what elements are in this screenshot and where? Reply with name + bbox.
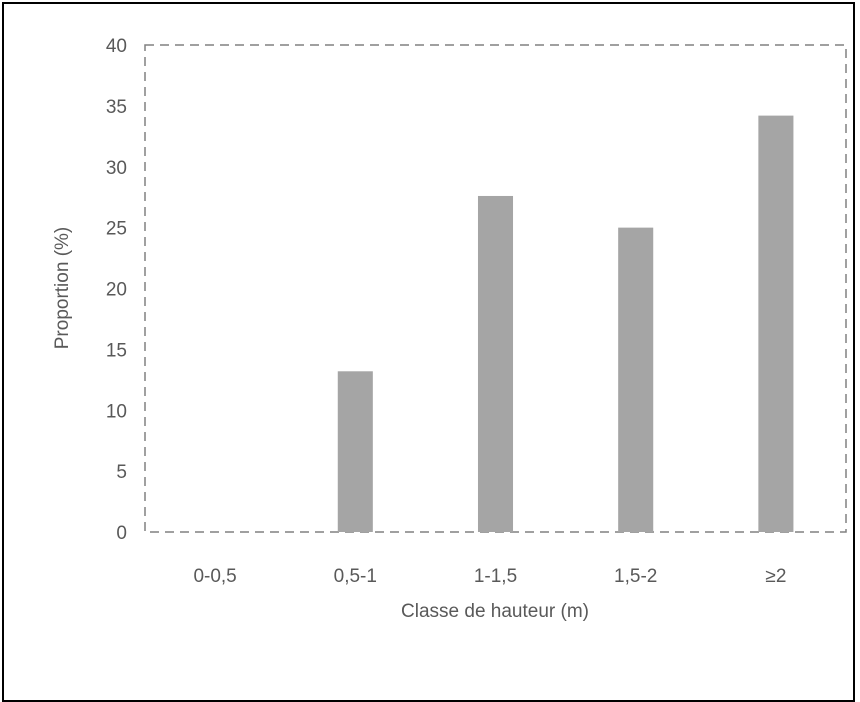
- y-tick-label: 35: [106, 97, 127, 118]
- y-tick-label: 5: [116, 462, 127, 483]
- y-tick-label: 20: [106, 280, 127, 301]
- y-tick-label: 30: [106, 158, 127, 179]
- bar: [337, 371, 373, 532]
- y-tick-label: 0: [116, 523, 127, 544]
- y-tick-label: 10: [106, 401, 127, 422]
- x-tick-label: 1,5-2: [614, 566, 657, 587]
- y-tick-label: 40: [106, 36, 127, 57]
- bars: [337, 115, 794, 533]
- x-tick-label: ≥2: [765, 566, 786, 587]
- x-tick-label: 0,5-1: [334, 566, 377, 587]
- x-axis-title: Classe de hauteur (m): [401, 601, 589, 622]
- x-axis-ticks: 0-0,5 0,5-1 1-1,5 1,5-2 ≥2: [193, 566, 786, 587]
- bar: [477, 195, 514, 532]
- y-tick-label: 25: [106, 219, 127, 240]
- y-axis-ticks: 0 5 10 15 20 25 30 35 40: [106, 36, 127, 544]
- y-axis-title: Proportion (%): [52, 227, 73, 350]
- bar: [618, 227, 654, 532]
- x-tick-label: 1-1,5: [474, 566, 517, 587]
- y-tick-label: 15: [106, 340, 127, 361]
- x-tick-label: 0-0,5: [193, 566, 236, 587]
- bar: [758, 115, 794, 533]
